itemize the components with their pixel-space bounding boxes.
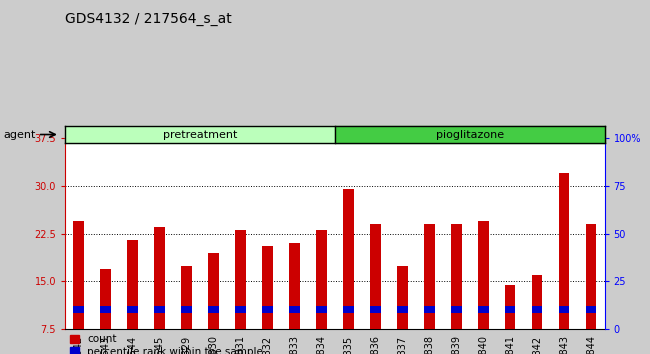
Text: pretreatment: pretreatment	[162, 130, 237, 139]
Bar	[316, 230, 327, 329]
Bar	[235, 230, 246, 329]
Bar	[181, 306, 192, 313]
Bar	[100, 269, 111, 329]
Bar	[154, 227, 165, 329]
Bar	[478, 221, 489, 329]
Bar	[586, 306, 597, 313]
Bar	[127, 240, 138, 329]
Bar	[370, 306, 381, 313]
Text: GDS4132 / 217564_s_at: GDS4132 / 217564_s_at	[65, 12, 232, 27]
Bar	[532, 275, 543, 329]
Bar	[532, 306, 543, 313]
Text: pioglitazone: pioglitazone	[436, 130, 504, 139]
Bar	[127, 306, 138, 313]
Bar	[558, 306, 569, 313]
Bar	[65, 126, 335, 143]
Bar	[504, 306, 515, 313]
Bar	[289, 306, 300, 313]
Bar	[370, 224, 381, 329]
Bar	[450, 306, 462, 313]
Bar	[586, 224, 597, 329]
Bar	[154, 306, 165, 313]
Bar	[262, 306, 273, 313]
Bar	[450, 224, 462, 329]
Bar	[316, 306, 327, 313]
Text: agent: agent	[3, 130, 36, 139]
Bar	[73, 306, 84, 313]
Bar	[504, 285, 515, 329]
Bar	[478, 306, 489, 313]
Bar	[100, 306, 111, 313]
Bar	[396, 266, 408, 329]
Bar	[424, 224, 435, 329]
Bar	[181, 266, 192, 329]
Bar	[335, 126, 604, 143]
Bar	[396, 306, 408, 313]
Bar	[343, 306, 354, 313]
Bar	[208, 253, 219, 329]
Bar	[289, 243, 300, 329]
Bar	[558, 173, 569, 329]
Bar	[208, 306, 219, 313]
Bar	[235, 306, 246, 313]
Bar	[343, 189, 354, 329]
Bar	[424, 306, 435, 313]
Bar	[73, 221, 84, 329]
Legend: count, percentile rank within the sample: count, percentile rank within the sample	[70, 335, 263, 354]
Bar	[262, 246, 273, 329]
